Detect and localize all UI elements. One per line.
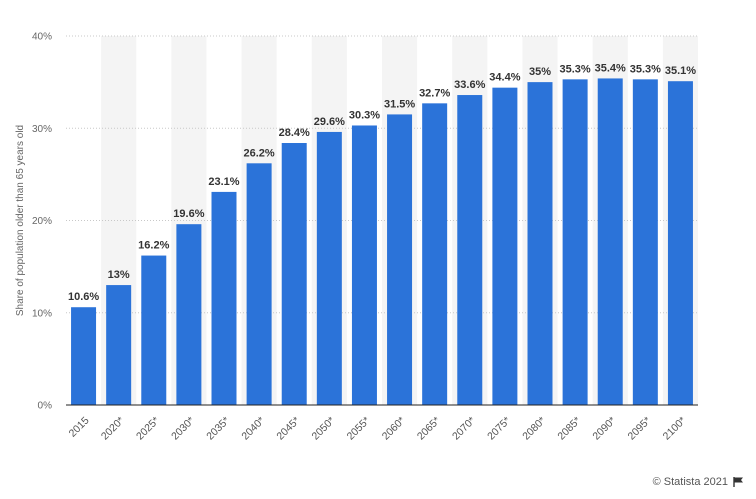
statista-credit[interactable]: © Statista 2021 — [653, 476, 744, 488]
y-tick-label: 0% — [38, 401, 53, 412]
x-tick-label: 2065* — [415, 415, 443, 443]
x-tick-label: 2040* — [239, 415, 267, 443]
bar-data-label: 35.4% — [595, 62, 626, 74]
bar-data-label: 33.6% — [454, 79, 485, 91]
bar-data-label: 30.3% — [349, 109, 380, 121]
bar — [71, 307, 97, 405]
bar-data-label: 35.3% — [560, 63, 591, 75]
x-tick-label: 2030* — [169, 415, 197, 443]
bar-data-label: 28.4% — [279, 127, 310, 139]
bar — [597, 78, 623, 405]
bar — [106, 285, 132, 405]
y-tick-label: 40% — [32, 32, 52, 43]
x-tick-label: 2100* — [661, 415, 689, 443]
bar — [387, 114, 413, 405]
x-tick-label: 2075* — [485, 415, 513, 443]
gridlines — [66, 35, 698, 314]
y-axis-ticks: 0% 10% 20% 30% 40% — [32, 32, 52, 412]
bar-data-label: 10.6% — [68, 291, 99, 303]
credit-text: © Statista 2021 — [652, 476, 728, 488]
x-tick-label: 2025* — [134, 415, 162, 443]
bar — [422, 103, 448, 405]
x-tick-label: 2085* — [555, 415, 583, 443]
bar-data-labels: 10.6% 13% 16.2% 19.6% 23.1% 26.2% 28.4% 29.6% 30… — [68, 62, 696, 303]
bar-data-label: 34.4% — [489, 72, 520, 84]
bar-data-label: 29.6% — [314, 116, 345, 128]
bar — [176, 224, 202, 405]
x-tick-label: 2090* — [590, 415, 618, 443]
bar — [527, 82, 553, 405]
x-tick-label: 2015 — [67, 415, 92, 440]
y-tick-label: 20% — [32, 216, 52, 227]
bar-data-label: 16.2% — [138, 240, 169, 252]
y-tick-label: 10% — [32, 308, 52, 319]
bar — [351, 125, 377, 406]
flag-icon[interactable] — [733, 477, 744, 487]
x-tick-label: 2060* — [380, 415, 408, 443]
x-axis-ticks: 2015 2020* 2025* 2030* 2035* 2040* 2045* 2050* 2… — [67, 415, 689, 443]
bar — [211, 191, 237, 405]
bar-data-label: 32.7% — [419, 87, 450, 99]
bar-data-label: 23.1% — [208, 176, 239, 188]
bar — [562, 79, 588, 406]
x-tick-label: 2045* — [274, 415, 302, 443]
bar — [632, 79, 658, 406]
bar-data-label: 31.5% — [384, 98, 415, 110]
x-tick-label: 2095* — [626, 415, 654, 443]
x-tick-label: 2055* — [345, 415, 373, 443]
x-tick-label: 2020* — [99, 415, 127, 443]
bar — [316, 131, 342, 405]
bar-data-label: 35.1% — [665, 65, 696, 77]
bar-data-label: 35.3% — [630, 63, 661, 75]
bar-data-label: 13% — [108, 269, 130, 281]
bar-data-label: 26.2% — [244, 147, 275, 159]
x-tick-label: 2080* — [520, 415, 548, 443]
bars — [71, 78, 693, 406]
bar — [457, 95, 483, 405]
x-tick-label: 2035* — [204, 415, 232, 443]
x-tick-label: 2050* — [310, 415, 338, 443]
x-tick-label: 2070* — [450, 415, 478, 443]
bar-data-label: 19.6% — [173, 208, 204, 220]
y-axis-label: Share of population older than 65 years … — [15, 125, 26, 316]
bar — [492, 87, 518, 405]
bar — [246, 163, 272, 405]
bar — [141, 255, 167, 405]
bar — [281, 143, 307, 405]
bar — [667, 81, 693, 405]
bar-data-label: 35% — [529, 66, 551, 78]
y-tick-label: 30% — [32, 124, 52, 135]
